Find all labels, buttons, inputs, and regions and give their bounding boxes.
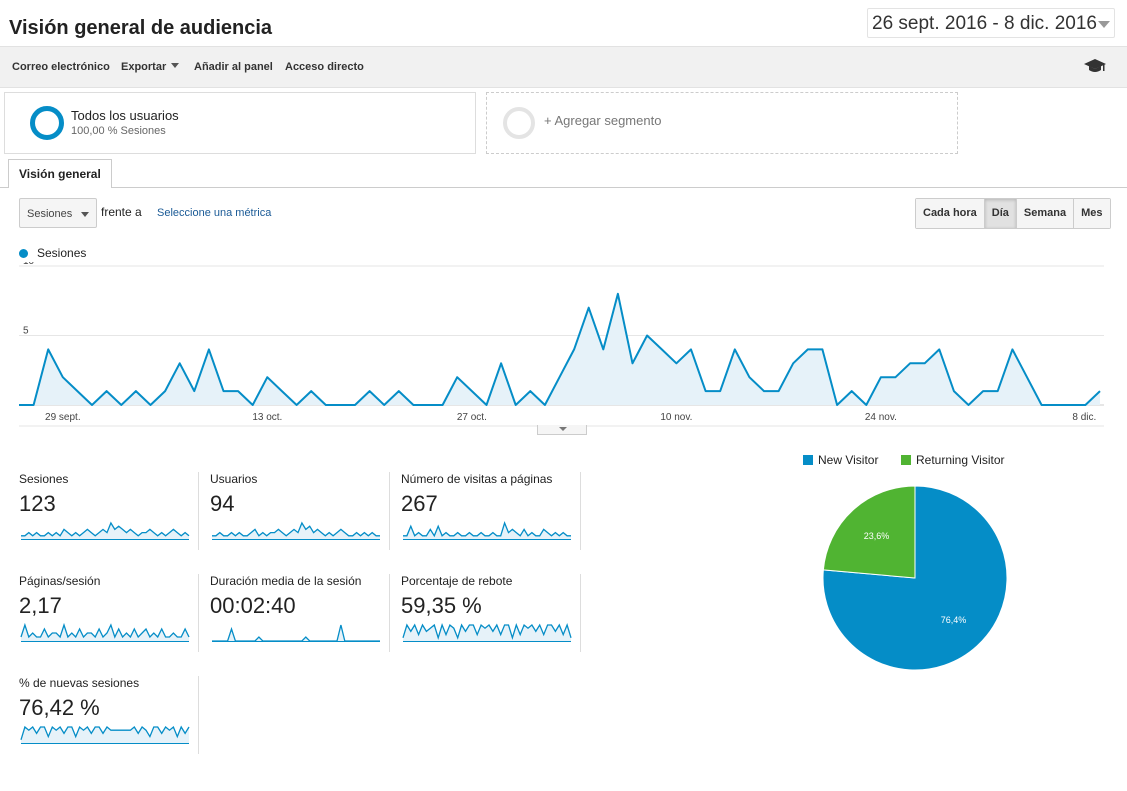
sparkline-area xyxy=(212,625,380,641)
x-tick-label: 13 oct. xyxy=(252,412,282,423)
scorecard-label: Sesiones xyxy=(19,472,69,486)
metric-select-value: Sesiones xyxy=(27,208,73,220)
legend-dot-icon xyxy=(19,249,28,258)
shortcut-button[interactable]: Acceso directo xyxy=(285,61,364,73)
scorecard-label: Número de visitas a páginas xyxy=(401,472,553,486)
scorecard-label: Porcentaje de rebote xyxy=(401,574,513,588)
scorecard-value: 59,35 % xyxy=(401,593,482,618)
scorecard-value: 2,17 xyxy=(19,593,62,618)
scorecard-value: 76,42 % xyxy=(19,695,100,720)
add-segment-label: + Agregar segmento xyxy=(544,113,662,128)
scorecard-value: 123 xyxy=(19,491,56,516)
sparkline-line xyxy=(402,623,572,641)
sparkline-line xyxy=(21,521,190,537)
scorecard-label: Usuarios xyxy=(210,472,258,486)
pie-slice xyxy=(822,485,916,579)
report-toolbar xyxy=(0,46,1127,88)
pie-slice-label: 23,6% xyxy=(864,531,890,541)
scorecard-value: 94 xyxy=(210,491,235,516)
legend-swatch-new xyxy=(803,455,813,465)
segment-all-users[interactable]: Todos los usuarios 100,00 % Sesiones xyxy=(4,92,476,154)
sparkline-area xyxy=(403,625,571,641)
sparkline-area xyxy=(21,727,189,743)
page-title: Visión general de audiencia xyxy=(9,17,273,39)
segment-ring-icon xyxy=(30,106,64,140)
date-range-label: 26 sept. 2016 - 8 dic. 2016 xyxy=(872,13,1097,34)
empty-ring-icon xyxy=(503,107,535,139)
scorecard[interactable]: Porcentaje de rebote 59,35 % xyxy=(401,574,581,652)
chart-legend-sessions: Sesiones xyxy=(37,246,87,260)
segment-sessions-share: 100,00 % Sesiones xyxy=(71,125,166,137)
scorecard[interactable]: Sesiones 123 xyxy=(19,472,199,550)
sparkline-line xyxy=(212,521,380,537)
scorecard[interactable]: Número de visitas a páginas 267 xyxy=(401,472,581,550)
pie-legend-returning-label: Returning Visitor xyxy=(916,453,1005,467)
sessions-area xyxy=(19,293,1100,405)
x-tick-label: 8 dic. xyxy=(1072,412,1096,423)
versus-label: frente a xyxy=(101,205,142,219)
add-to-dashboard-button[interactable]: Añadir al panel xyxy=(194,61,273,73)
range-day-button[interactable]: Día xyxy=(984,199,1017,228)
scorecard-sparkline xyxy=(402,623,572,642)
date-range-picker[interactable]: 26 sept. 2016 - 8 dic. 2016 xyxy=(867,8,1115,38)
y-tick-label: 10 xyxy=(23,262,35,267)
visitor-type-pie-chart[interactable]: 76,4% 23,6% xyxy=(820,484,1010,674)
tab-overview[interactable]: Visión general xyxy=(8,159,112,188)
scorecard-label: Páginas/sesión xyxy=(19,574,101,588)
sessions-line-chart[interactable]: 10 5 29 sept. 13 oct. 27 oct. 10 nov. 24 nov. 8… xyxy=(0,262,1127,432)
sessions-series-line xyxy=(19,292,1101,406)
sparkline-line xyxy=(403,521,571,538)
pie-legend-new: New Visitor xyxy=(803,453,878,467)
scorecard[interactable]: Usuarios 94 xyxy=(210,472,390,550)
range-hourly-button[interactable]: Cada hora xyxy=(916,199,985,228)
sparkline-line xyxy=(212,624,380,642)
scorecard[interactable]: % de nuevas sesiones 76,42 % xyxy=(19,676,199,754)
pie-slice-label: 76,4% xyxy=(941,615,967,625)
chart-collapse-handle[interactable] xyxy=(537,425,587,435)
scorecard-sparkline xyxy=(20,622,190,642)
x-tick-label: 10 nov. xyxy=(660,412,692,423)
x-tick-label: 29 sept. xyxy=(45,412,81,423)
scorecard[interactable]: Duración media de la sesión 00:02:40 xyxy=(210,574,390,652)
x-tick-label: 24 nov. xyxy=(865,412,897,423)
chevron-down-icon xyxy=(1098,21,1110,28)
range-month-button[interactable]: Mes xyxy=(1074,199,1110,228)
scorecard-value: 00:02:40 xyxy=(210,593,296,618)
sparkline-line xyxy=(20,725,190,740)
granularity-toggle: Cada hora Día Semana Mes xyxy=(915,198,1111,229)
pie-legend-new-label: New Visitor xyxy=(818,453,879,467)
segment-name: Todos los usuarios xyxy=(71,108,179,123)
caret-down-icon xyxy=(171,63,180,68)
legend-swatch-returning xyxy=(901,455,911,465)
export-button[interactable]: Exportar xyxy=(121,61,180,73)
scorecard-label: % de nuevas sesiones xyxy=(19,676,140,690)
sparkline-line xyxy=(20,622,190,639)
scorecard-sparkline xyxy=(403,521,571,540)
scorecard-sparkline xyxy=(212,624,380,642)
scorecard-sparkline xyxy=(21,521,190,540)
export-label: Exportar xyxy=(121,61,167,73)
scorecard[interactable]: Páginas/sesión 2,17 xyxy=(19,574,199,652)
range-week-button[interactable]: Semana xyxy=(1016,199,1075,228)
scorecard-sparkline xyxy=(212,521,380,540)
pie-legend-returning: Returning Visitor xyxy=(901,453,1005,467)
email-button[interactable]: Correo electrónico xyxy=(12,61,110,73)
caret-down-icon xyxy=(81,212,89,217)
tab-divider xyxy=(0,187,1127,188)
pie-slice xyxy=(822,485,1008,671)
x-tick-label: 27 oct. xyxy=(457,412,487,423)
caret-down-icon xyxy=(559,427,567,431)
scorecard-label: Duración media de la sesión xyxy=(210,574,362,588)
scorecard-value: 267 xyxy=(401,491,438,516)
label-clip xyxy=(1104,407,1127,427)
scorecard-sparkline xyxy=(20,725,190,744)
graduation-cap-icon[interactable] xyxy=(1084,57,1106,75)
y-tick-label: 5 xyxy=(23,326,29,337)
metric-select[interactable]: Sesiones xyxy=(19,198,97,228)
add-segment-button[interactable]: + Agregar segmento xyxy=(486,92,958,154)
select-metric-link[interactable]: Seleccione una métrica xyxy=(157,207,272,219)
